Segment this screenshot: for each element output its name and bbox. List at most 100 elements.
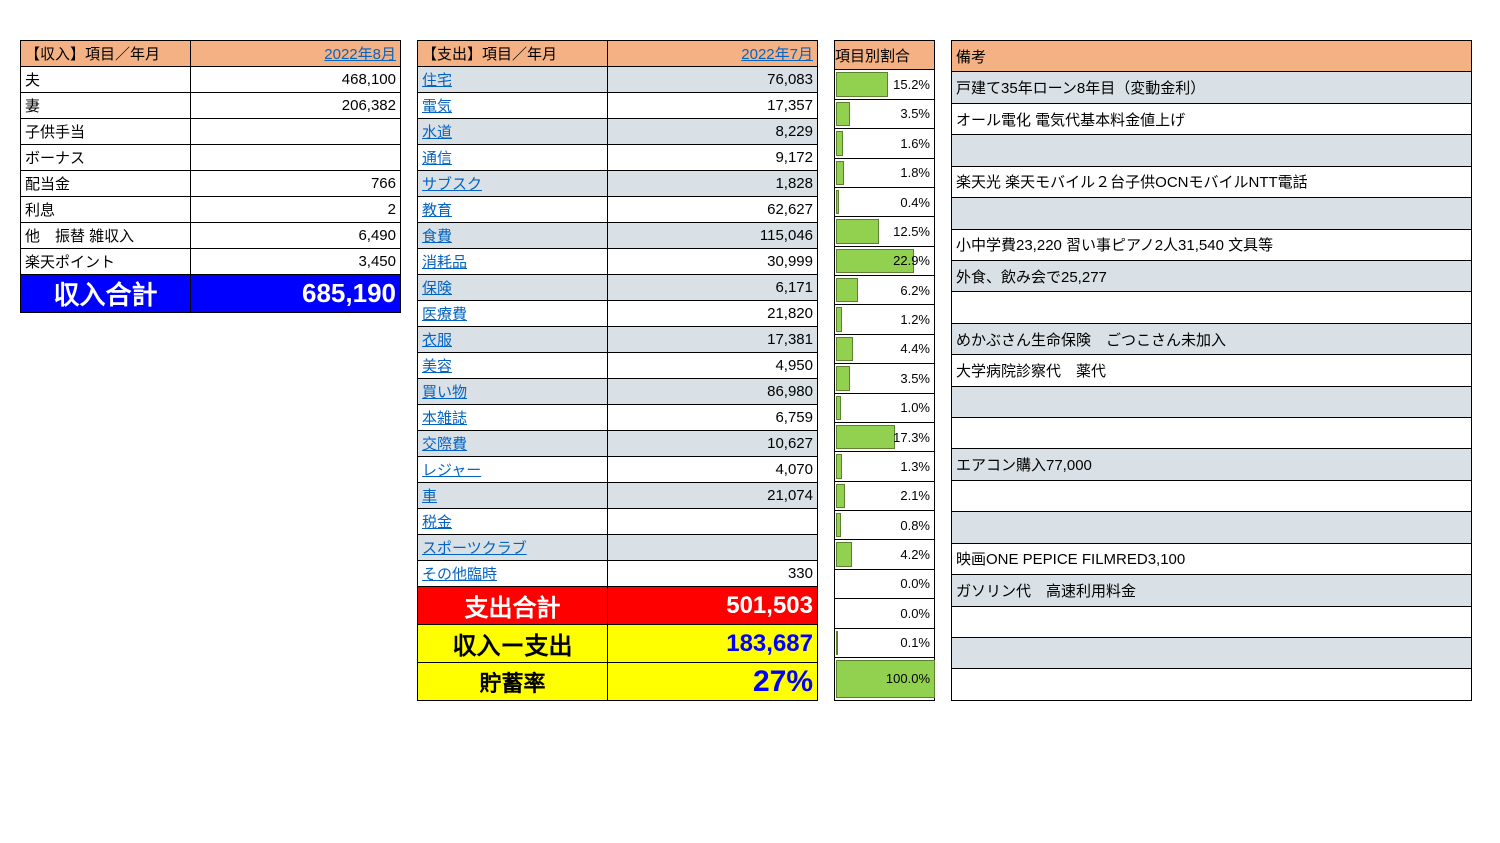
expense-row: スポーツクラブ bbox=[418, 535, 818, 561]
notes-row bbox=[952, 606, 1472, 637]
income-row-label: ボーナス bbox=[21, 145, 191, 171]
notes-row bbox=[952, 638, 1472, 669]
expense-row-label: 保険 bbox=[422, 280, 452, 297]
notes-row: 外食、飲み会で25,277 bbox=[952, 260, 1472, 291]
income-total-label: 収入合計 bbox=[21, 275, 191, 313]
expense-row-value bbox=[608, 535, 818, 561]
notes-cell bbox=[952, 512, 1472, 543]
expense-row-label: レジャー bbox=[422, 462, 481, 479]
income-row-label: 他 振替 雑収入 bbox=[21, 223, 191, 249]
expense-row-value: 4,950 bbox=[608, 353, 818, 379]
pct-row: 6.2% bbox=[835, 276, 935, 305]
pct-row: 0.0% bbox=[835, 599, 935, 628]
pct-total-label: 100.0% bbox=[835, 662, 930, 696]
expense-row-label: スポーツクラブ bbox=[422, 540, 527, 557]
pct-table: 項目別割合 15.2%3.5%1.6%1.8%0.4%12.5%22.9%6.2… bbox=[834, 40, 935, 701]
notes-row: 楽天光 楽天モバイル２台子供OCNモバイルNTT電話 bbox=[952, 166, 1472, 197]
notes-cell: 小中学費23,220 習い事ピアノ2人31,540 文具等 bbox=[952, 229, 1472, 260]
notes-row bbox=[952, 292, 1472, 323]
expense-row: 住宅76,083 bbox=[418, 67, 818, 93]
pct-label: 1.6% bbox=[835, 136, 930, 151]
expense-row-value: 4,070 bbox=[608, 457, 818, 483]
expense-row: 美容 4,950 bbox=[418, 353, 818, 379]
notes-cell bbox=[952, 292, 1472, 323]
notes-cell bbox=[952, 135, 1472, 166]
expense-row-label: 車 bbox=[422, 488, 437, 505]
income-row-label: 利息 bbox=[21, 197, 191, 223]
notes-row: オール電化 電気代基本料金値上げ bbox=[952, 103, 1472, 134]
expense-row-value: 10,627 bbox=[608, 431, 818, 457]
income-row: 夫468,100 bbox=[21, 67, 401, 93]
pct-row: 1.6% bbox=[835, 129, 935, 158]
expense-row-value: 17,381 bbox=[608, 327, 818, 353]
expense-row-value: 76,083 bbox=[608, 67, 818, 93]
pct-label: 0.8% bbox=[835, 518, 930, 533]
pct-label: 4.2% bbox=[835, 547, 930, 562]
pct-label: 0.0% bbox=[835, 606, 930, 621]
pct-label: 2.1% bbox=[835, 488, 930, 503]
pct-label: 12.5% bbox=[835, 224, 930, 239]
expense-total-value: 501,503 bbox=[608, 587, 818, 625]
notes-row bbox=[952, 135, 1472, 166]
expense-row-value: 21,820 bbox=[608, 301, 818, 327]
expense-table: 【支出】項目／年月 2022年7月 住宅76,083電気17,357水道8,22… bbox=[417, 40, 818, 701]
pct-row: 1.0% bbox=[835, 393, 935, 422]
pct-row: 1.8% bbox=[835, 158, 935, 187]
expense-header-label: 【支出】項目／年月 bbox=[418, 41, 608, 67]
expense-row-value: 86,980 bbox=[608, 379, 818, 405]
notes-cell: オール電化 電気代基本料金値上げ bbox=[952, 103, 1472, 134]
pct-label: 4.4% bbox=[835, 341, 930, 356]
income-row-label: 配当金 bbox=[21, 171, 191, 197]
income-row: 子供手当 bbox=[21, 119, 401, 145]
expense-row-label: 医療費 bbox=[422, 306, 467, 323]
pct-label: 0.1% bbox=[835, 635, 930, 650]
expense-row-label: 食費 bbox=[422, 228, 452, 245]
pct-label: 22.9% bbox=[835, 253, 930, 268]
expense-row-label: 美容 bbox=[422, 358, 452, 375]
income-row: 妻206,382 bbox=[21, 93, 401, 119]
expense-row: レジャー 4,070 bbox=[418, 457, 818, 483]
notes-row: ガソリン代 高速利用料金 bbox=[952, 575, 1472, 606]
notes-cell: 外食、飲み会で25,277 bbox=[952, 260, 1472, 291]
pct-row: 0.1% bbox=[835, 628, 935, 658]
pct-label: 3.5% bbox=[835, 106, 930, 121]
income-row-value: 468,100 bbox=[191, 67, 401, 93]
notes-row: めかぶさん生命保険 ごつこさん未加入 bbox=[952, 323, 1472, 354]
expense-row-label: サブスク bbox=[422, 176, 482, 193]
pct-label: 0.4% bbox=[835, 195, 930, 210]
notes-row: 小中学費23,220 習い事ピアノ2人31,540 文具等 bbox=[952, 229, 1472, 260]
pct-label: 0.0% bbox=[835, 576, 930, 591]
pct-row: 1.3% bbox=[835, 452, 935, 481]
expense-row-label: 交際費 bbox=[422, 436, 467, 453]
expense-row-value: 6,171 bbox=[608, 275, 818, 301]
pct-label: 17.3% bbox=[835, 430, 930, 445]
notes-cell: めかぶさん生命保険 ごつこさん未加入 bbox=[952, 323, 1472, 354]
expense-row-value: 21,074 bbox=[608, 483, 818, 509]
expense-row-value: 6,759 bbox=[608, 405, 818, 431]
income-row: ボーナス bbox=[21, 145, 401, 171]
income-row: 配当金766 bbox=[21, 171, 401, 197]
notes-row bbox=[952, 386, 1472, 417]
notes-cell: 大学病院診察代 薬代 bbox=[952, 355, 1472, 386]
income-row-value: 6,490 bbox=[191, 223, 401, 249]
notes-cell bbox=[952, 198, 1472, 229]
notes-row: 映画ONE PEPICE FILMRED3,100 bbox=[952, 543, 1472, 574]
notes-row bbox=[952, 198, 1472, 229]
expense-row-label: 買い物 bbox=[422, 384, 467, 401]
pct-label: 6.2% bbox=[835, 283, 930, 298]
expense-rate-value: 27% bbox=[608, 663, 818, 701]
expense-rate-label: 貯蓄率 bbox=[418, 663, 608, 701]
pct-row: 12.5% bbox=[835, 217, 935, 246]
income-row-label: 楽天ポイント bbox=[21, 249, 191, 275]
expense-header-period: 2022年7月 bbox=[608, 41, 818, 67]
pct-row: 4.4% bbox=[835, 334, 935, 363]
notes-row bbox=[952, 669, 1472, 701]
expense-row-label: 通信 bbox=[422, 150, 452, 167]
income-row-value bbox=[191, 145, 401, 171]
expense-row-value: 115,046 bbox=[608, 223, 818, 249]
expense-row: 車 21,074 bbox=[418, 483, 818, 509]
expense-row-value: 62,627 bbox=[608, 197, 818, 223]
notes-cell bbox=[952, 386, 1472, 417]
notes-row: エアコン購入77,000 bbox=[952, 449, 1472, 480]
pct-row: 15.2% bbox=[835, 70, 935, 99]
